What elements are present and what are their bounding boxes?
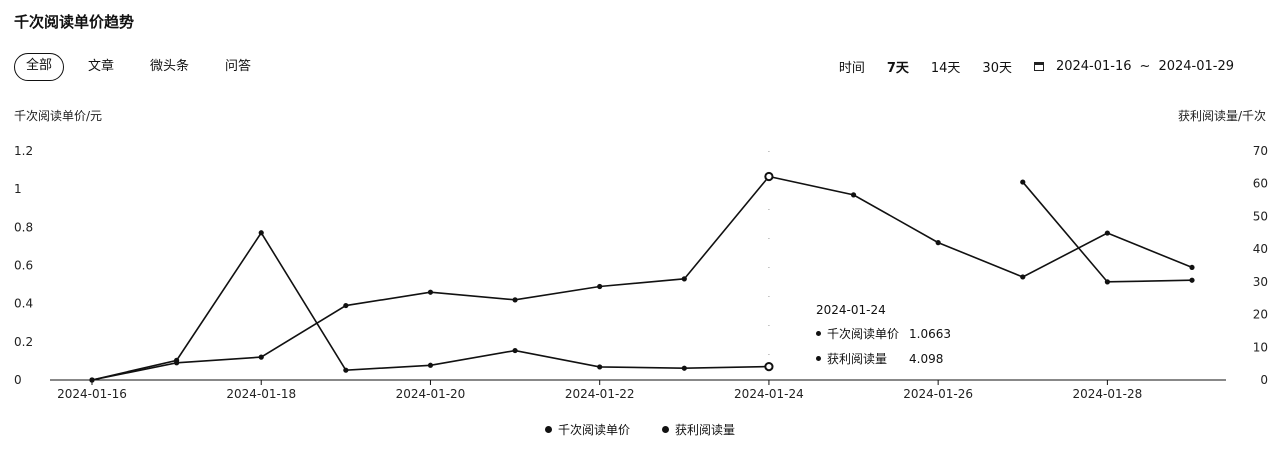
range-7-days[interactable]: 7天: [886, 60, 909, 76]
tooltip-series-value: 4.098: [909, 351, 944, 366]
data-point: [1189, 277, 1195, 283]
y-tick-label-right: 0: [1260, 373, 1268, 387]
data-point: [258, 230, 264, 236]
end-date: 2024-01-29: [1158, 58, 1234, 74]
x-tick-label: 2024-01-28: [1073, 387, 1143, 401]
y-tick-label-right: 70: [1253, 144, 1268, 158]
page-title: 千次阅读单价趋势: [14, 13, 135, 31]
series-line-2: [91, 231, 769, 381]
x-tick-label: 2024-01-26: [903, 387, 973, 401]
date-range-picker[interactable]: 2024-01-16 ~ 2024-01-29: [1033, 58, 1234, 74]
y-tick-label-right: 20: [1253, 308, 1268, 322]
x-tick-label: 2024-01-18: [226, 387, 296, 401]
time-range-label: 时间: [838, 60, 865, 76]
data-point: [1104, 230, 1110, 236]
tooltip-series-value: 1.0663: [909, 326, 951, 341]
chart-tooltip: 2024-01-24 千次阅读单价 1.0663 获利阅读量 4.098: [806, 297, 966, 373]
series-line-1: [91, 175, 1193, 381]
data-point: [681, 365, 687, 371]
y-tick-label-left: 1.2: [14, 144, 33, 158]
time-range-selector: 时间 7天 14天 30天 2024-01-16 ~ 2024-01-29: [839, 53, 1234, 79]
data-point: [512, 347, 518, 354]
content-type-tabs: 全部 文章 微头条 问答: [14, 53, 275, 81]
y-tick-label-left: 0.8: [14, 220, 33, 234]
tooltip-row: 千次阅读单价 1.0663: [816, 325, 966, 342]
y-axis-right-label: 获利阅读量/千次: [1178, 109, 1266, 123]
data-point: [1104, 279, 1110, 285]
start-date: 2024-01-16: [1055, 58, 1132, 74]
range-30-days[interactable]: 30天: [982, 60, 1012, 76]
data-point: [258, 354, 264, 360]
data-point: [89, 377, 95, 383]
tooltip-date: 2024-01-24: [816, 303, 886, 317]
data-point: [1020, 274, 1026, 280]
y-tick-label-left: 0.6: [14, 259, 33, 273]
data-point-highlight: [764, 361, 774, 372]
legend-dot: [662, 426, 669, 433]
data-point: [597, 283, 603, 290]
x-tick-label: 2024-01-20: [396, 387, 466, 401]
data-point: [1020, 179, 1026, 185]
data-point: [1189, 264, 1195, 271]
tab-all[interactable]: 全部: [14, 53, 65, 81]
data-point: [343, 367, 349, 373]
legend-label: 千次阅读单价: [557, 423, 630, 437]
data-point: [681, 276, 687, 282]
tooltip-dot: [816, 331, 821, 336]
legend-item-reads[interactable]: 获利阅读量: [662, 421, 735, 438]
y-tick-label-left: 1: [14, 182, 22, 196]
x-tick-label: 2024-01-16: [57, 387, 127, 401]
chart-legend: 千次阅读单价 获利阅读量: [0, 421, 1280, 438]
tooltip-series-name: 获利阅读量: [827, 352, 888, 366]
date-separator: ~: [1139, 58, 1151, 74]
tab-micro-post[interactable]: 微头条: [150, 59, 190, 74]
tooltip-series-name: 千次阅读单价: [827, 327, 900, 341]
legend-item-price[interactable]: 千次阅读单价: [544, 421, 630, 438]
data-point: [850, 192, 857, 198]
data-point: [343, 302, 349, 309]
y-tick-label-right: 50: [1253, 209, 1268, 223]
y-tick-label-left: 0.4: [14, 297, 33, 311]
tab-qa[interactable]: 问答: [225, 59, 252, 74]
y-tick-label-left: 0: [14, 373, 22, 387]
data-point: [597, 364, 603, 370]
x-tick-label: 2024-01-24: [734, 387, 804, 401]
range-14-days[interactable]: 14天: [930, 60, 961, 76]
data-point: [427, 289, 434, 295]
y-tick-label-left: 0.2: [14, 335, 33, 349]
y-tick-label-right: 60: [1253, 177, 1268, 191]
data-point: [935, 240, 941, 246]
data-point: [512, 297, 518, 303]
data-point-highlight: [764, 171, 774, 182]
legend-dot: [544, 426, 552, 433]
x-tick-label: 2024-01-22: [565, 387, 635, 401]
y-axis-left-label: 千次阅读单价/元: [14, 109, 102, 123]
y-tick-label-right: 10: [1253, 340, 1268, 354]
tooltip-dot: [816, 356, 821, 361]
data-point: [174, 357, 180, 363]
legend-label: 获利阅读量: [675, 423, 736, 437]
y-tick-label-right: 40: [1253, 242, 1268, 256]
data-point: [427, 362, 434, 368]
y-tick-label-right: 30: [1253, 275, 1268, 289]
calendar-icon: [1033, 61, 1044, 71]
tooltip-row: 获利阅读量 4.098: [816, 350, 966, 367]
tab-article[interactable]: 文章: [88, 59, 115, 74]
